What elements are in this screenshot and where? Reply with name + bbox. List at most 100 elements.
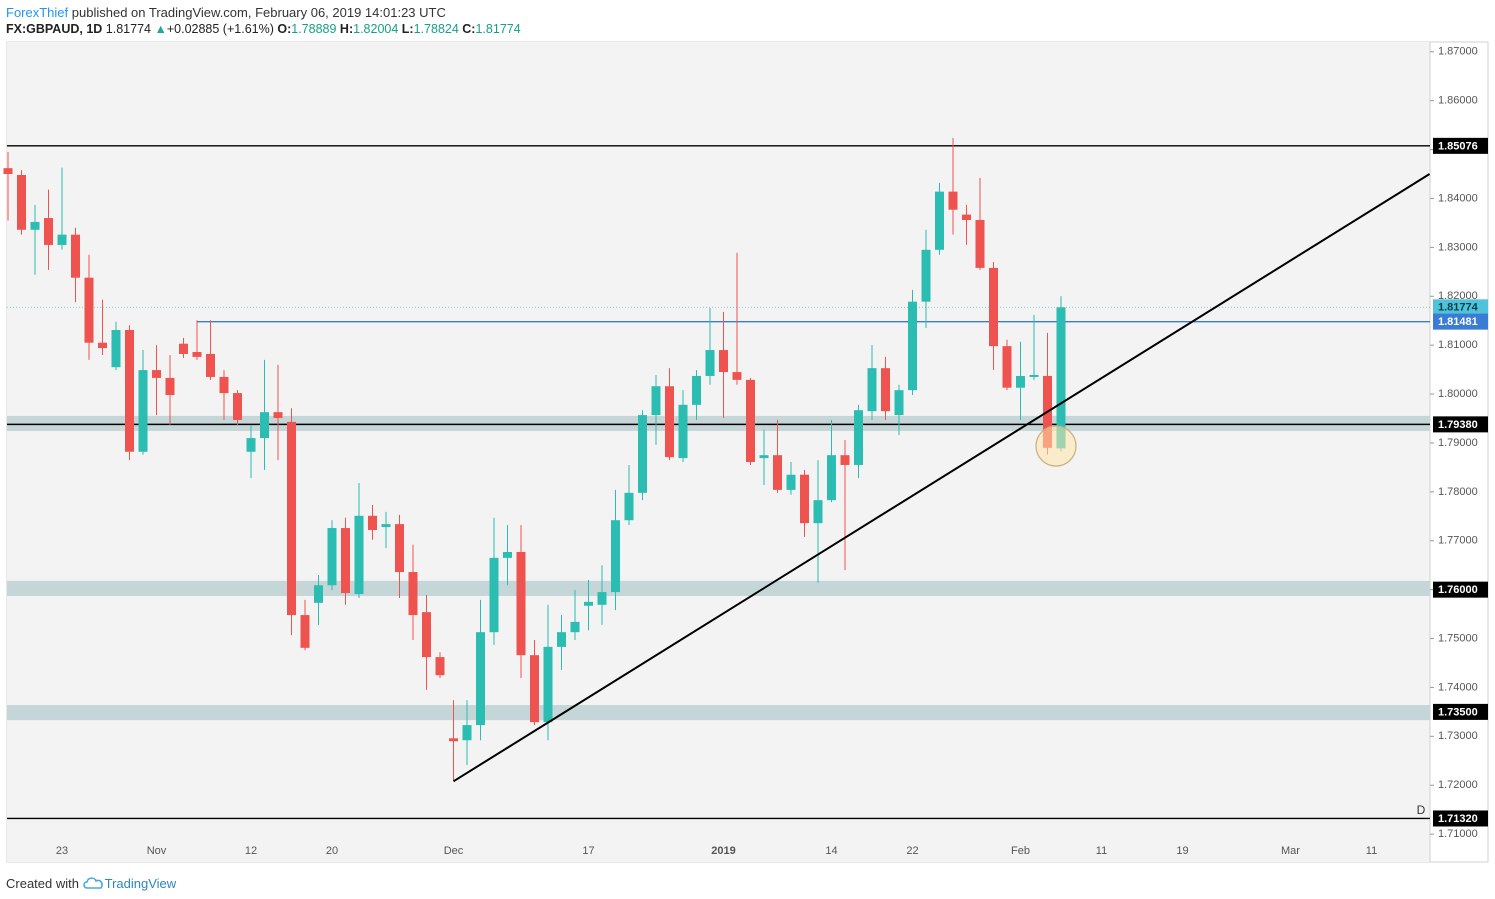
candle-body [1002,346,1012,388]
trendline-layer [452,173,1431,783]
candle-body [111,330,121,368]
candle-body [935,191,944,250]
candle-body [908,301,917,391]
header-line-1: ForexThief published on TradingView.com,… [6,5,446,20]
candle-body [327,528,337,586]
candle-body [503,551,512,558]
candle-body [44,218,53,245]
arrow: ▲ [154,22,167,36]
y-tick-label: 1.78000 [1438,486,1478,498]
y-tick-label: 1.71000 [1438,828,1478,840]
o-label: O: [277,22,292,36]
level-box [1433,581,1488,598]
candle-body [584,601,593,606]
candle-body [948,191,958,210]
candle-body [300,615,310,648]
level-label: 1.79380 [1438,419,1478,431]
x-tick-label: 19 [1176,845,1188,857]
candle-body [17,174,26,230]
trendline [452,173,1431,783]
h: 1.82004 [353,22,399,36]
interval-label: D [1417,803,1426,817]
level-box [1433,137,1488,154]
change: +0.02885 (+1.61%) [166,22,274,36]
l-label: L: [401,22,414,36]
candle-body [219,376,229,394]
axes: 1.71000 1.72000 1.73000 1.74000 1.75000 1.760… [56,46,1488,857]
candle-body [759,455,769,459]
x-tick-label: Feb [1011,845,1030,857]
candle-body [881,368,890,412]
y-tick-label: 1.87000 [1438,46,1478,58]
candle-body [597,592,607,605]
candle-body [1029,374,1039,377]
level-label: 1.85076 [1438,140,1478,152]
logo-icon [82,877,103,889]
y-tick-label: 1.82000 [1438,290,1478,302]
plot-area [7,42,1430,862]
x-tick-label: 20 [326,845,338,857]
candle-body [827,455,836,501]
candle-body [138,370,148,452]
x-tick-label: 11 [1366,845,1377,857]
x-tick-label: Dec [444,845,464,857]
candle-body [746,379,755,463]
l: 1.78824 [413,22,459,36]
c-label: C: [462,22,476,36]
x-tick-label: 14 [825,845,837,857]
candle-body [921,249,931,302]
candle-body [678,404,688,459]
y-tick-label: 1.79000 [1438,437,1478,449]
level-label: 1.81774 [1438,302,1479,314]
candle-body [786,474,796,490]
candle-body [462,725,472,741]
candle-body [84,277,94,343]
candle-body [489,557,499,633]
candle-body [125,330,134,452]
candle-body [975,219,985,268]
candle-body [611,520,620,593]
level-label: 1.81481 [1438,316,1478,328]
candle-body [3,168,13,175]
candle-body [705,350,715,376]
candle-body [381,524,391,528]
author[interactable]: ForexThief [6,5,69,20]
candle-body [651,386,661,416]
candle-body [98,342,107,349]
candle-body [800,474,809,524]
candle-body [1016,375,1025,388]
candle-body [773,455,782,490]
level-label: 1.76000 [1438,584,1478,596]
candle-body [624,492,634,521]
candle-body [638,415,647,493]
y-tick-label: 1.84000 [1438,192,1478,204]
candle-body [395,524,404,573]
candle-body [233,393,242,420]
footer-text: Created with [6,876,79,891]
candle-body [435,657,445,676]
candle-body [854,410,863,465]
level-label: 1.71320 [1438,813,1478,825]
candle-body [719,350,728,373]
candle-body [206,353,215,377]
candle-body [449,738,458,742]
y-tick-label: 1.73000 [1438,730,1478,742]
support-zone [7,705,1430,721]
x-tick-label: Nov [147,845,167,857]
candle-body [314,585,323,603]
highlight-circle [1035,425,1077,467]
x-tick-label: Mar [1281,845,1300,857]
candle-body [192,352,202,357]
candle-body [422,612,431,658]
x-tick-label: 2019 [711,845,735,857]
footer-brand[interactable]: TradingView [104,876,177,891]
candle-body [962,214,971,220]
candle-body [867,368,877,412]
candle-body [246,438,256,452]
candle-body [813,500,823,524]
level-label: 1.73500 [1438,706,1478,718]
x-tick-label: 22 [906,845,918,857]
candle-body [516,551,526,656]
